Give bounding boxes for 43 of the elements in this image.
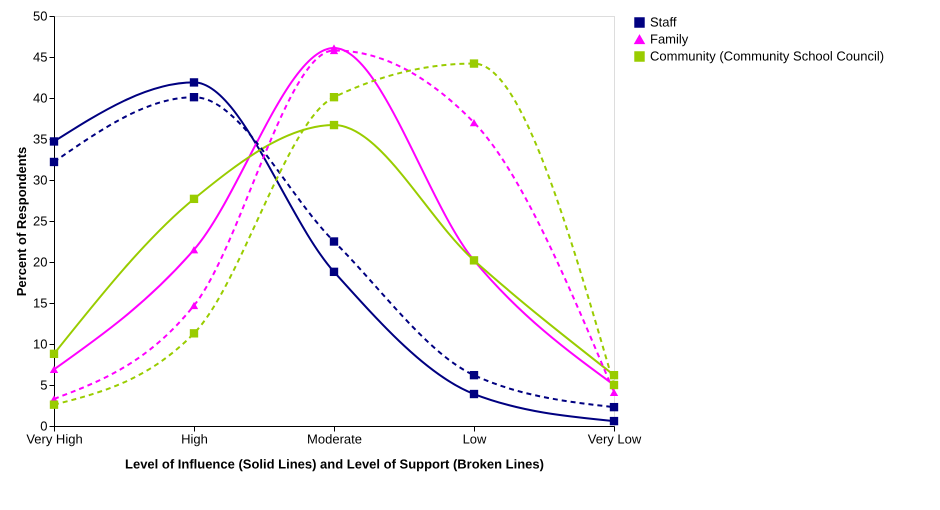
point — [610, 402, 618, 412]
point — [330, 268, 338, 276]
legend-label: Family — [650, 32, 689, 46]
point — [50, 350, 58, 358]
x-axis-title: Level of Influence (Solid Lines) and Level of Support (Broken Lines) — [125, 456, 544, 472]
x-tick-label: Moderate — [307, 432, 362, 446]
point — [330, 92, 338, 102]
point — [330, 237, 338, 246]
point — [190, 246, 198, 254]
y-tick-label: 40 — [33, 90, 48, 106]
legend-label: Community (Community School Council) — [650, 48, 884, 64]
point — [470, 370, 478, 380]
point — [50, 137, 58, 146]
legend-label: Staff — [650, 14, 677, 30]
point — [190, 78, 198, 87]
point — [330, 120, 338, 130]
y-axis-title: Percent of Respondents — [14, 146, 30, 296]
y-tick-label: 45 — [33, 50, 48, 64]
y-tick-label: 50 — [33, 8, 48, 24]
y-tick-label: 25 — [33, 214, 48, 228]
point — [50, 158, 58, 166]
y-tick-label: 20 — [33, 254, 48, 270]
y-tick-label: 0 — [40, 418, 48, 434]
y-tick-label: 35 — [33, 132, 48, 146]
point — [470, 118, 478, 126]
point — [470, 59, 478, 68]
point — [190, 329, 198, 338]
y-tick-label: 5 — [40, 378, 48, 392]
x-tick-label: Very Low — [588, 432, 642, 446]
point — [50, 400, 58, 409]
x-tick-label: Low — [462, 432, 488, 446]
point — [190, 194, 198, 204]
y-tick-label: 30 — [33, 172, 48, 188]
point — [470, 390, 478, 398]
y-tick-label: 15 — [33, 296, 48, 310]
point — [610, 388, 618, 396]
point — [190, 302, 198, 310]
x-tick-label: Very High — [26, 432, 83, 446]
point — [610, 416, 618, 426]
y-tick-label: 10 — [33, 336, 48, 352]
x-tick-label: High — [181, 432, 208, 446]
point — [50, 366, 58, 374]
point — [190, 92, 198, 102]
